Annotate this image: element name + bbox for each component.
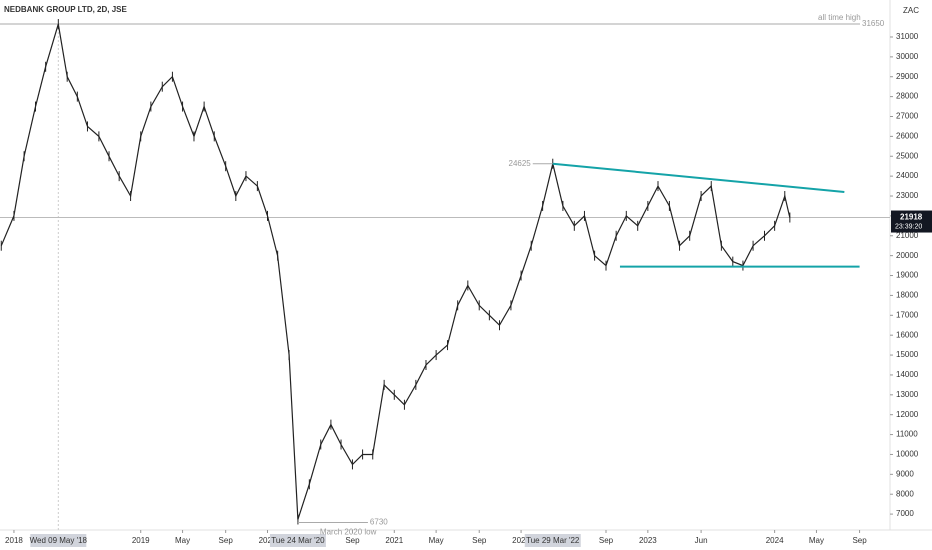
x-tick-label: 2023 — [639, 536, 657, 545]
date-highlight — [30, 534, 87, 547]
x-tick-label: 2018 — [5, 536, 23, 545]
x-tick-label: Jun — [695, 536, 708, 545]
date-highlight — [524, 534, 581, 547]
x-tick-label: 2020 — [259, 536, 277, 545]
x-tick-label: 2022 — [512, 536, 530, 545]
y-tick-label: 25000 — [896, 151, 919, 160]
x-tick-label: May — [809, 536, 824, 545]
chart-title: NEDBANK GROUP LTD, 2D, JSE — [4, 5, 127, 14]
last-price-box — [891, 210, 932, 233]
x-tick-label: Tue 29 Mar '22 — [526, 536, 580, 545]
x-tick-label: Sep — [599, 536, 614, 545]
y-tick-label: 27000 — [896, 112, 919, 121]
price-line — [0, 23, 791, 520]
x-tick-label: May — [175, 536, 190, 545]
y-tick-label: 9000 — [896, 469, 914, 478]
x-tick-label: Tue 24 Mar '20 — [271, 536, 325, 545]
x-tick-label: 2021 — [385, 536, 403, 545]
y-tick-label: 31000 — [896, 32, 919, 41]
y-tick-label: 19000 — [896, 271, 919, 280]
date-highlight — [269, 534, 326, 547]
y-tick-label: 8000 — [896, 489, 914, 498]
y-tick-label: 26000 — [896, 131, 919, 140]
x-tick-label: May — [429, 536, 444, 545]
y-tick-label: 12000 — [896, 410, 919, 419]
last-price: 21918 — [900, 213, 923, 222]
y-tick-label: 21000 — [896, 231, 919, 240]
y-tick-label: 24000 — [896, 171, 919, 180]
y-tick-label: 23000 — [896, 191, 919, 200]
countdown: 23:39:20 — [895, 223, 922, 230]
high-label: 24625 — [509, 159, 532, 168]
low-label: March 2020 low — [320, 528, 377, 537]
currency: ZAC — [903, 6, 919, 15]
x-tick-label: Wed 09 May '18 — [30, 536, 88, 545]
low-value: 6730 — [370, 518, 388, 527]
x-tick-label: Sep — [219, 536, 234, 545]
x-tick-label: 2024 — [766, 536, 784, 545]
x-tick-label: 2019 — [132, 536, 150, 545]
y-tick-label: 11000 — [896, 430, 918, 439]
y-tick-label: 13000 — [896, 390, 919, 399]
ath-label: all time high — [818, 13, 861, 22]
ath-value: 31650 — [862, 19, 885, 28]
y-tick-label: 30000 — [896, 52, 919, 61]
y-tick-label: 29000 — [896, 72, 919, 81]
y-tick-label: 10000 — [896, 450, 919, 459]
trendline — [552, 162, 845, 194]
y-tick-label: 20000 — [896, 251, 919, 260]
y-tick-label: 17000 — [896, 310, 919, 319]
y-tick-label: 15000 — [896, 350, 919, 359]
y-tick-label: 16000 — [896, 330, 919, 339]
x-tick-label: Sep — [852, 536, 867, 545]
y-tick-label: 28000 — [896, 92, 919, 101]
x-tick-label: Sep — [472, 536, 487, 545]
y-tick-label: 18000 — [896, 291, 919, 300]
y-tick-label: 14000 — [896, 370, 919, 379]
x-tick-label: Sep — [345, 536, 360, 545]
y-tick-label: 7000 — [896, 509, 914, 518]
